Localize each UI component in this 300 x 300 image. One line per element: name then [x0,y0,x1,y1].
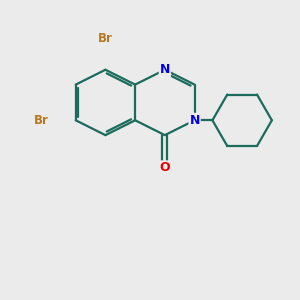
Text: Br: Br [34,114,49,127]
Text: Br: Br [98,32,113,45]
Text: N: N [160,63,170,76]
Text: O: O [160,161,170,174]
Text: N: N [189,114,200,127]
